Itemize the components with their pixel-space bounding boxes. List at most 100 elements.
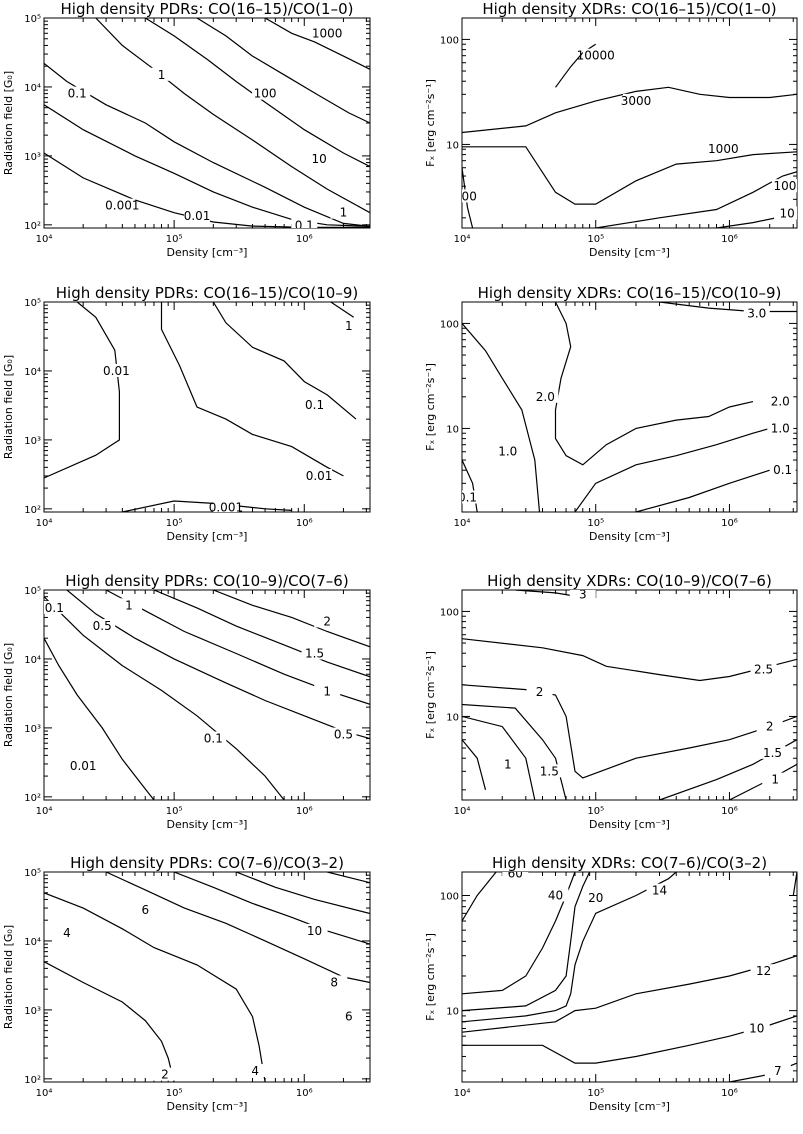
contour-label-bg <box>314 26 341 40</box>
contour-label-bg <box>710 142 737 156</box>
contour-group: 4 6 10 8 6 2 4 <box>44 872 370 1082</box>
y-tick-label: 10⁵ <box>24 14 41 25</box>
contour-line-6 <box>105 872 370 984</box>
contour-line-0p1 <box>160 302 344 477</box>
panel-7: High density PDRs: CO(7–6)/CO(3–2) 10⁴ 10⁵… <box>2 854 371 1113</box>
contour-label: 1 <box>345 319 353 333</box>
plot-frame <box>43 17 371 229</box>
contour-label: 1 <box>125 598 133 612</box>
contour-group: 0.01 0.1 0.01 0.001 1 <box>44 302 362 514</box>
y-axis-label: Radiation field [G₀] <box>2 925 15 1029</box>
x-tick-label: 10⁴ <box>454 1088 471 1099</box>
contour-label: 4 <box>63 926 71 940</box>
x-tick-label: 10⁴ <box>36 806 53 817</box>
contour-label: 0.1 <box>305 398 324 412</box>
contour-line-100 <box>792 872 797 896</box>
x-tick-label: 10⁶ <box>296 234 313 245</box>
contour-label-bg <box>582 891 609 905</box>
contour-label-bg <box>771 179 797 193</box>
contour-label: 1.0 <box>771 421 790 435</box>
contour-label-bg <box>306 152 333 166</box>
contour-line-3p0 <box>659 302 797 313</box>
x-tick-label: 10⁶ <box>721 806 738 817</box>
x-axis-label: Density [cm⁻³] <box>167 1100 248 1113</box>
contour-label: 0.001 <box>209 500 243 514</box>
contour-label: 0.1 <box>204 732 223 746</box>
contour-label-bg <box>646 883 673 897</box>
contour-label: 2.0 <box>771 395 790 409</box>
y-tick-label: 10⁴ <box>24 83 41 94</box>
panel-1: High density PDRs: CO(16–15)/CO(1–0) 10⁴ 1… <box>2 0 371 259</box>
contour-line-1p5 <box>153 590 370 678</box>
contour-label-bg <box>314 684 341 698</box>
contour-line-1p5 <box>462 703 567 800</box>
contour-group: 10000 3000 1000 100 10 300 <box>462 43 797 228</box>
contour-label: 100 <box>773 179 796 193</box>
contour-label-bg <box>291 218 318 228</box>
panel-title: High density XDRs: CO(16–15)/CO(1–0) <box>482 0 776 18</box>
contour-label-bg <box>252 86 279 100</box>
contour-group: 60 40 20 14 12 10 7 <box>462 872 797 1082</box>
contour-line-1p0 <box>574 427 770 512</box>
y-tick-label: 100 <box>440 319 459 330</box>
contour-label: 12 <box>756 964 771 978</box>
contour-label: 0.5 <box>93 619 112 633</box>
contour-line-0p1 <box>44 596 285 800</box>
contour-label-bg <box>330 205 357 219</box>
contour-label-bg <box>774 206 797 220</box>
contour-line-1 <box>95 18 370 214</box>
panel-title: High density XDRs: CO(10–9)/CO(7–6) <box>487 572 772 590</box>
contour-label-bg <box>335 318 362 332</box>
y-axis-label: Fₓ [erg cm⁻²s⁻¹] <box>424 79 437 167</box>
contour-line-0p5 <box>66 590 370 740</box>
contour-label-bg <box>767 421 794 435</box>
contour-line-1000 <box>264 18 370 70</box>
contour-label-bg <box>212 500 239 512</box>
panel-title: High density PDRs: CO(16–15)/CO(10–9) <box>56 284 359 302</box>
panel-title: High density PDRs: CO(10–9)/CO(7–6) <box>65 572 348 590</box>
contour-line-14 <box>462 872 677 1023</box>
contour-label: 1.0 <box>498 445 517 459</box>
panel-title: High density PDRs: CO(7–6)/CO(3–2) <box>70 854 344 872</box>
y-tick-label: 100 <box>440 607 459 618</box>
x-axis-label: Density [cm⁻³] <box>589 530 670 543</box>
contour-label-bg <box>151 1067 178 1081</box>
panel-title: High density PDRs: CO(16–15)/CO(1–0) <box>61 0 354 18</box>
panel-title: High density XDRs: CO(7–6)/CO(3–2) <box>492 854 767 872</box>
contour-label: 0.01 <box>306 469 333 483</box>
contour-label: 10000 <box>577 49 615 63</box>
x-tick-label: 10⁶ <box>721 1088 738 1099</box>
contour-label: 0.1 <box>773 463 792 477</box>
contour-line-1 <box>330 302 355 318</box>
x-tick-label: 10⁵ <box>166 806 183 817</box>
contour-label: 2.0 <box>536 390 555 404</box>
contour-label-bg <box>462 490 481 504</box>
contour-line-100 <box>595 171 797 228</box>
contour-label-bg <box>89 619 116 633</box>
contour-label: 1.5 <box>540 764 559 778</box>
contour-label-bg <box>109 198 136 212</box>
panel-3: High density PDRs: CO(16–15)/CO(10–9) 10⁴… <box>2 284 371 543</box>
contour-label: 0.1 <box>45 601 64 615</box>
y-tick-label: 10 <box>446 1007 459 1018</box>
contour-line-1p0 <box>462 323 541 512</box>
y-tick-label: 10 <box>446 424 459 435</box>
contour-label-bg <box>301 923 328 937</box>
contour-label: 1000 <box>312 26 343 40</box>
contour-group: 0.01 0.1 0.1 0.5 1 2 1.5 1 0.5 <box>44 590 370 800</box>
y-axis-label: Fₓ [erg cm⁻²s⁻¹] <box>424 363 437 451</box>
contour-line-12 <box>327 872 370 884</box>
contour-label: 1 <box>504 757 512 771</box>
contour-label: 40 <box>548 889 563 903</box>
contour-label-bg <box>743 1021 770 1035</box>
contour-label: 1.5 <box>763 746 782 760</box>
contour-label: 6 <box>141 903 149 917</box>
x-axis-label: Density [cm⁻³] <box>589 1100 670 1113</box>
contour-label-bg <box>536 764 563 778</box>
contour-label-bg <box>321 975 348 989</box>
contour-label-bg <box>301 398 328 412</box>
x-tick-label: 10⁵ <box>166 518 183 529</box>
contour-label-bg <box>542 888 569 902</box>
contour-label-bg <box>148 67 175 81</box>
x-tick-label: 10⁶ <box>296 1088 313 1099</box>
